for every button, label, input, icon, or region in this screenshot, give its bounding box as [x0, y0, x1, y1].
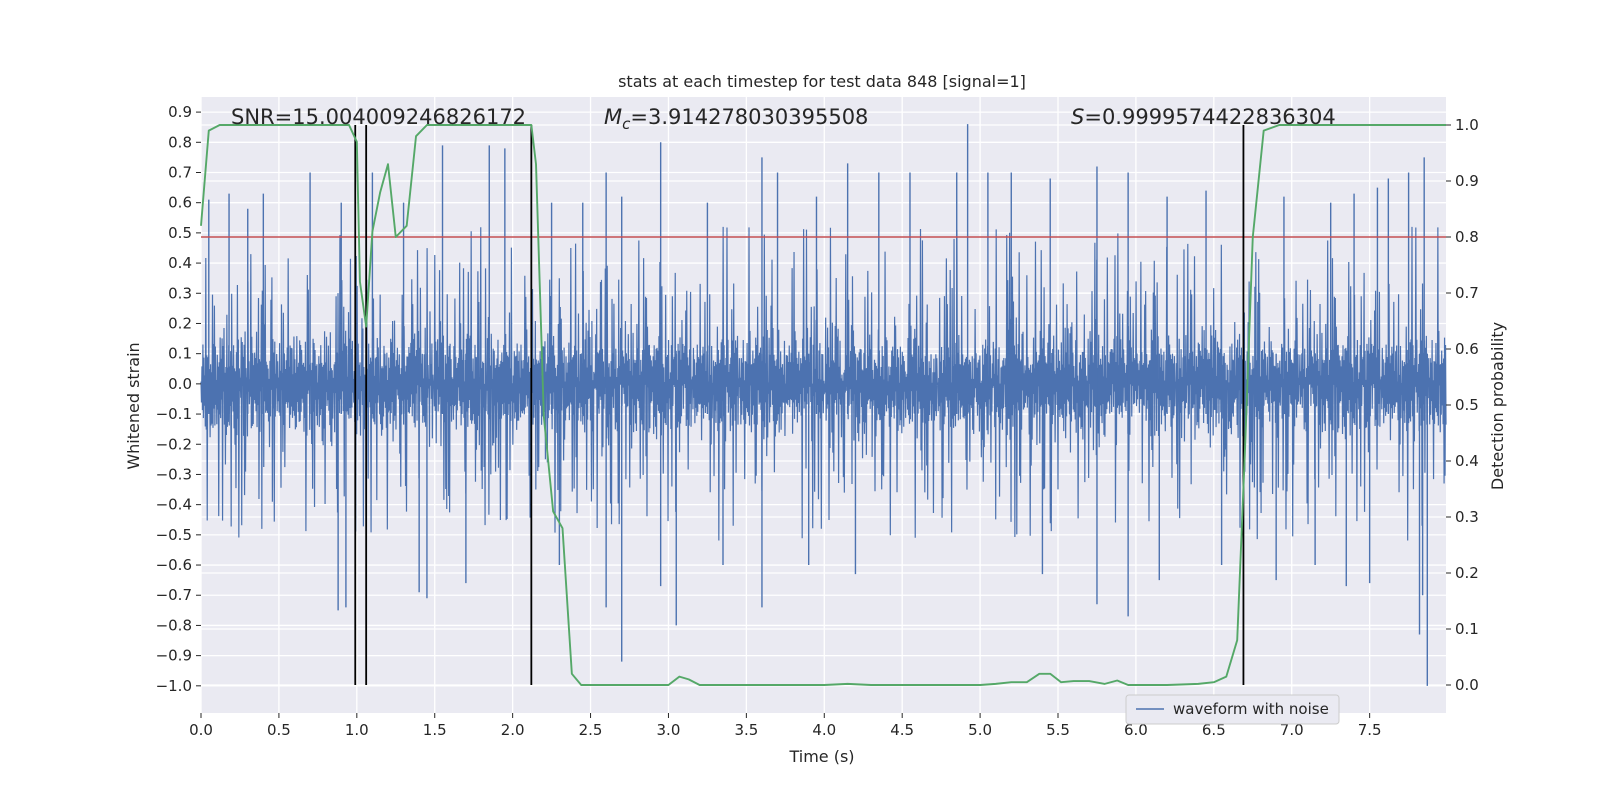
y2-tick-label: 0.7 — [1455, 284, 1479, 302]
x-axis-title: Time (s) — [788, 747, 854, 766]
x-tick-label: 7.0 — [1280, 721, 1304, 739]
y-axis-title: Whitened strain — [124, 342, 143, 469]
y2-tick-label: 0.9 — [1455, 172, 1479, 190]
chirp-mass-subscript: c — [622, 115, 631, 133]
x-tick-label: 5.5 — [1046, 721, 1070, 739]
score-annotation: S=0.9999574422836304 — [1071, 105, 1336, 129]
y2-tick-label: 0.4 — [1455, 452, 1479, 470]
legend-label: waveform with noise — [1173, 700, 1329, 718]
y-tick-label: −0.4 — [156, 496, 192, 514]
y2-tick-label: 0.0 — [1455, 676, 1479, 694]
x-tick-label: 1.5 — [423, 721, 447, 739]
x-tick-label: 1.0 — [345, 721, 369, 739]
x-tick-label: 2.5 — [579, 721, 603, 739]
y-tick-label: 0.9 — [168, 103, 192, 121]
x-tick-label: 6.0 — [1124, 721, 1148, 739]
x-tick-label: 4.0 — [812, 721, 836, 739]
y-tick-label: 0.4 — [168, 254, 192, 272]
y-tick-label: −0.9 — [156, 647, 192, 665]
y2-tick-label: 0.1 — [1455, 620, 1479, 638]
y2-tick-label: 0.6 — [1455, 340, 1479, 358]
y-tick-label: −0.2 — [156, 435, 192, 453]
legend: waveform with noise — [1125, 694, 1340, 725]
y-tick-label: 0.6 — [168, 194, 192, 212]
x-tick-label: 4.5 — [890, 721, 914, 739]
vertical-markers — [354, 125, 1245, 685]
y-tick-label: −0.3 — [156, 465, 192, 483]
chirp-mass-annotation: Mc=3.914278030395508 — [604, 105, 868, 133]
y-tick-label: 0.3 — [168, 284, 192, 302]
chart-title: stats at each timestep for test data 848… — [618, 72, 1026, 91]
y-tick-label: −0.7 — [156, 586, 192, 604]
y-tick-label: −0.1 — [156, 405, 192, 423]
y-tick-label: 0.7 — [168, 163, 192, 181]
y-tick-label: −0.5 — [156, 526, 192, 544]
axes: 0.0 0.5 1.0 1.5 2.0 2.5 3.0 3.5 4.0 4.5 5.0 5.5 6.0 6… — [156, 103, 1479, 739]
detection-probability-line — [200, 124, 1446, 686]
score-value: =0.9999574422836304 — [1084, 105, 1335, 129]
y2-tick-label: 1.0 — [1455, 116, 1479, 134]
score-symbol: S — [1071, 105, 1084, 129]
y-tick-label: −0.6 — [156, 556, 192, 574]
x-tick-label: 0.5 — [267, 721, 291, 739]
y2-tick-label: 0.8 — [1455, 228, 1479, 246]
x-tick-label: 7.5 — [1358, 721, 1382, 739]
y-tick-label: −0.8 — [156, 616, 192, 634]
y-tick-label: 0.1 — [168, 345, 192, 363]
y-tick-label: −1.0 — [156, 677, 192, 695]
chirp-mass-symbol: M — [604, 105, 622, 129]
y-tick-label: 0.0 — [168, 375, 192, 393]
y-tick-label: 0.8 — [168, 133, 192, 151]
y2-tick-label: 0.2 — [1455, 564, 1479, 582]
detection-probability-series — [200, 124, 1446, 686]
waveform-series — [200, 124, 1447, 686]
x-tick-label: 2.0 — [501, 721, 525, 739]
chirp-mass-value: =3.914278030395508 — [630, 105, 868, 129]
snr-annotation: SNR=15.004009246826172 — [231, 105, 526, 129]
legend-box — [1125, 694, 1340, 725]
y-tick-label: 0.5 — [168, 224, 192, 242]
waveform-line — [200, 226, 1447, 541]
x-tick-label: 3.5 — [734, 721, 758, 739]
x-tick-label: 5.0 — [968, 721, 992, 739]
x-tick-label: 6.5 — [1202, 721, 1226, 739]
y2-tick-label: 0.5 — [1455, 396, 1479, 414]
x-tick-label: 3.0 — [657, 721, 681, 739]
x-tick-label: 0.0 — [189, 721, 213, 739]
y2-tick-label: 0.3 — [1455, 508, 1479, 526]
y2-axis-title: Detection probability — [1488, 322, 1507, 490]
y-tick-label: 0.2 — [168, 314, 192, 332]
